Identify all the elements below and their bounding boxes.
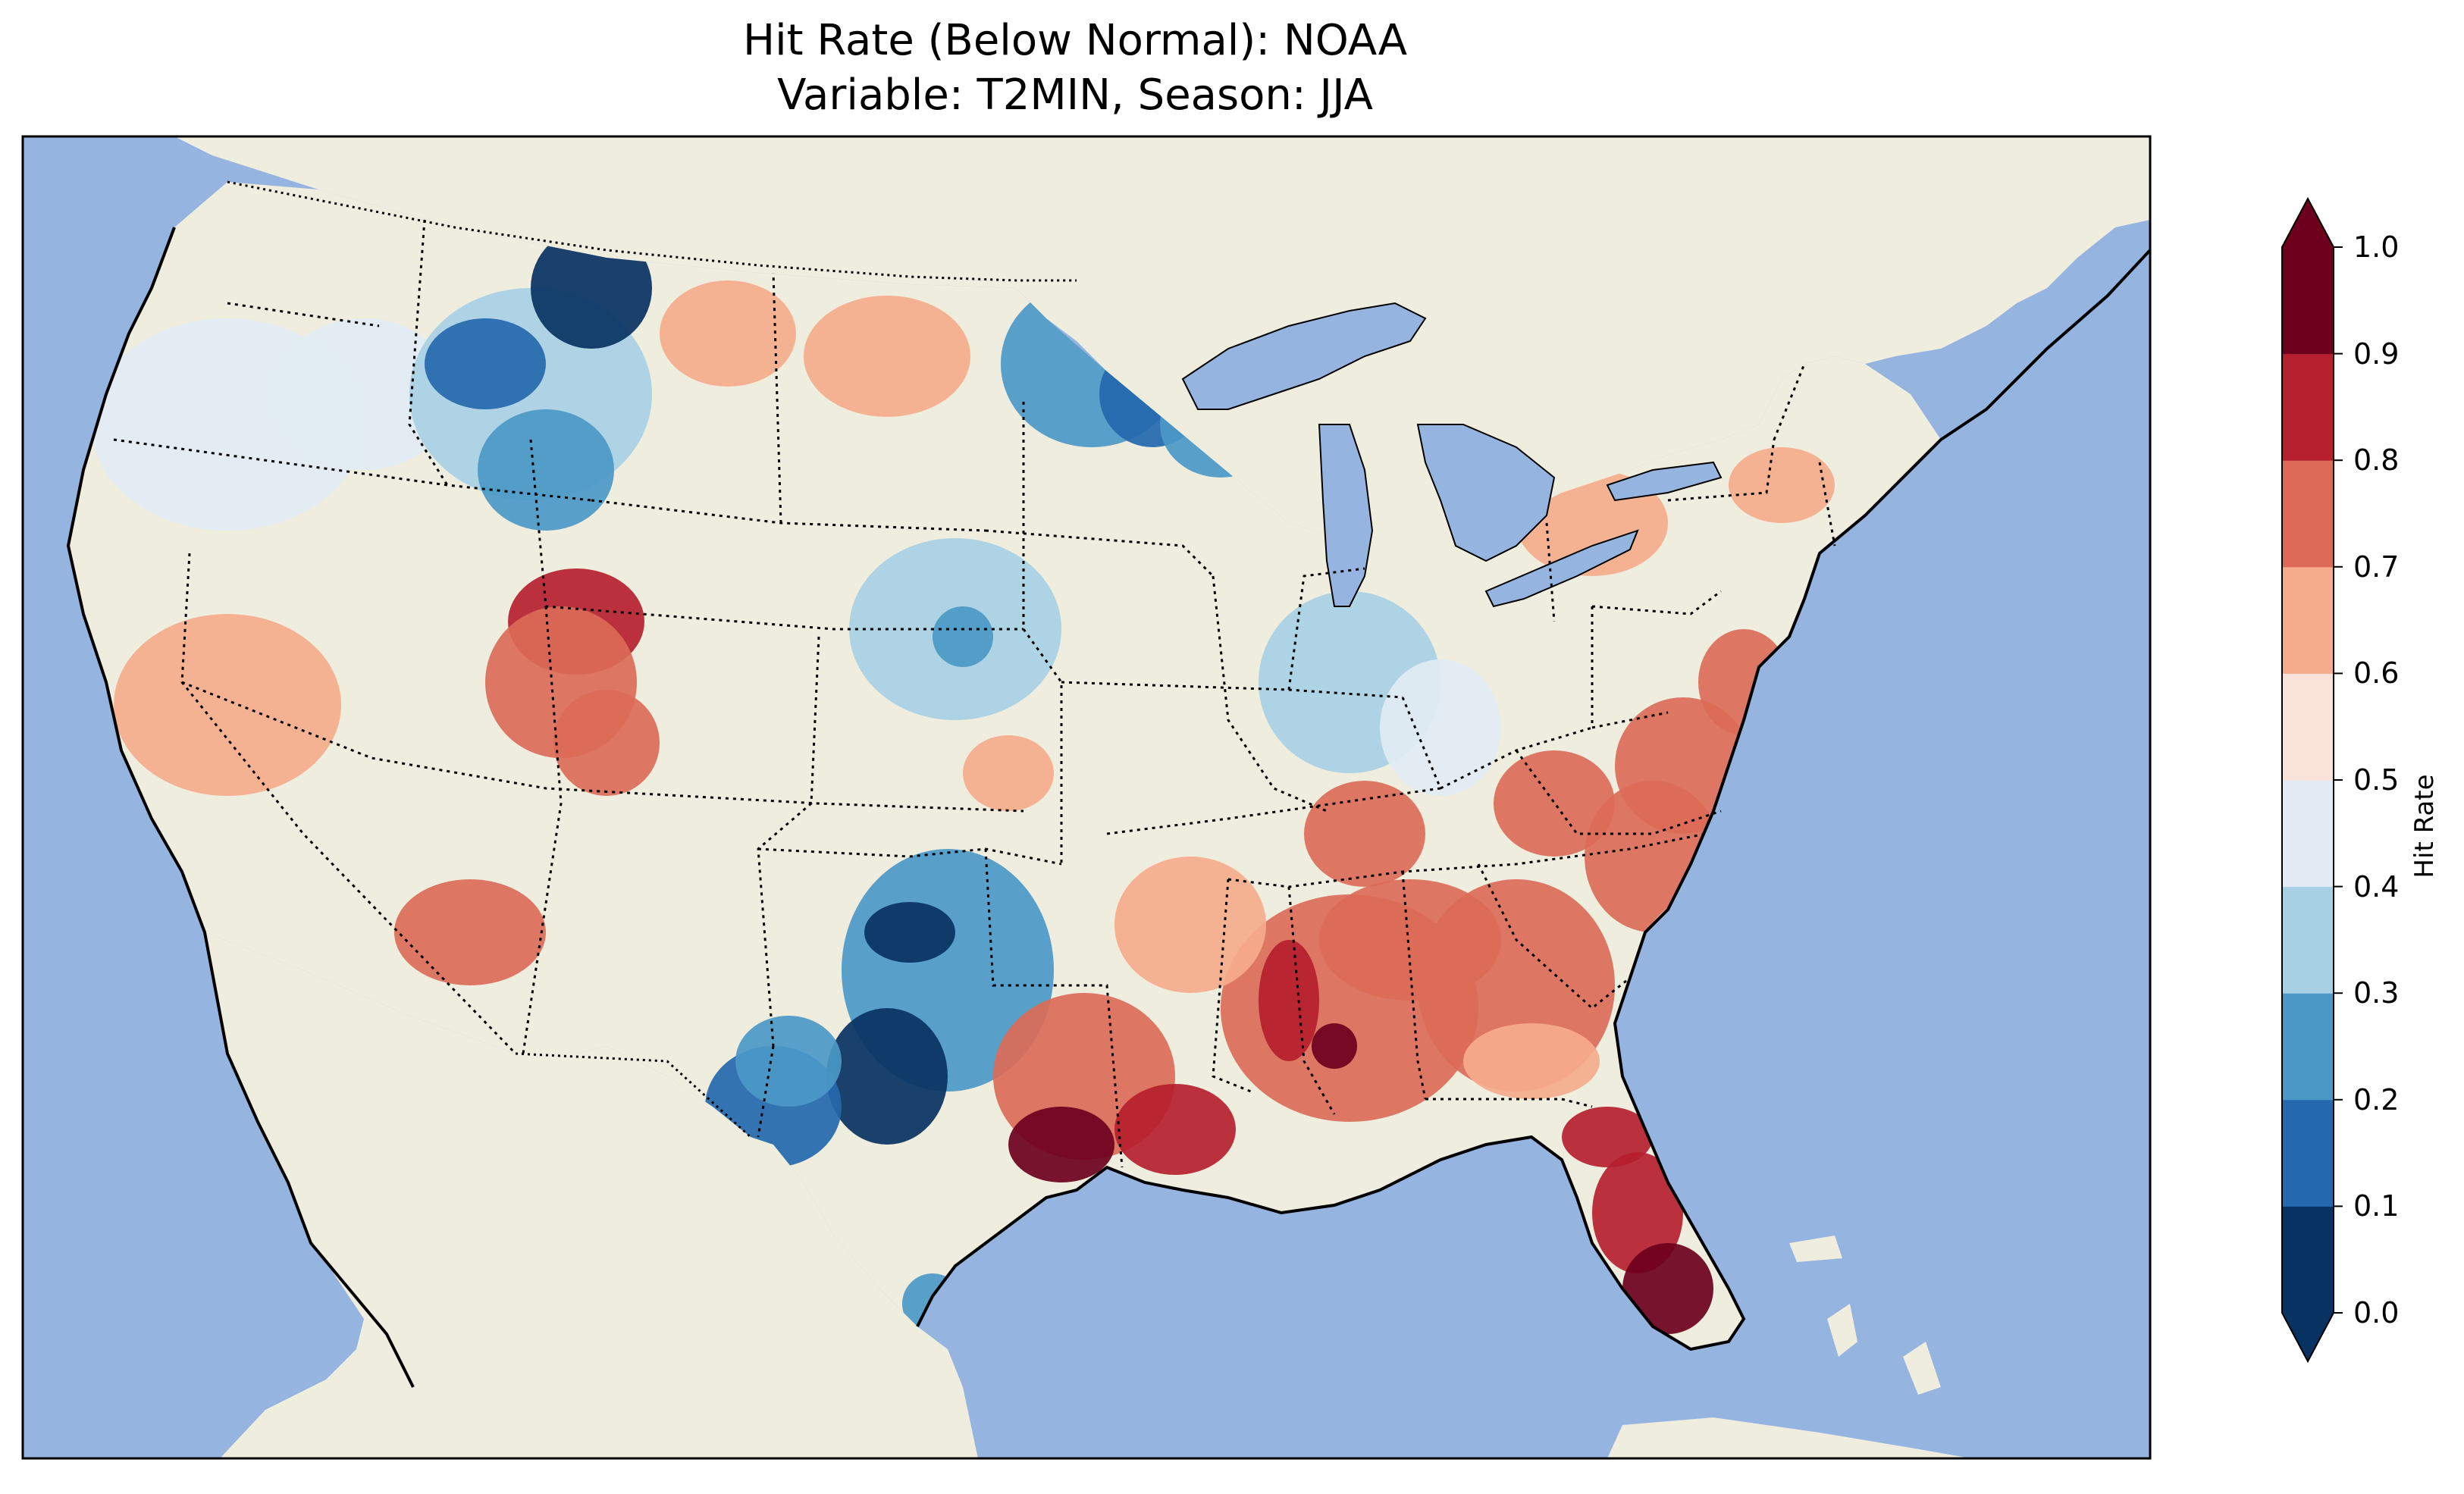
colorbar-tick-label: 0.8 [2353, 443, 2400, 478]
heatmap-region [1312, 1023, 1357, 1069]
heatmap-region [425, 318, 546, 409]
colorbar-bin [2282, 886, 2334, 994]
colorbar-tick-label: 0.6 [2353, 656, 2400, 691]
heatmap-region [394, 879, 546, 985]
colorbar-extend-min [2282, 1313, 2334, 1361]
heatmap-region [735, 1016, 842, 1107]
heatmap-region [933, 606, 993, 667]
map-panel [23, 136, 2150, 1458]
colorbar-tick-label: 0.0 [2353, 1296, 2400, 1330]
heatmap-region [1562, 1107, 1653, 1167]
heatmap-region [114, 614, 341, 796]
lake-michigan [1318, 424, 1374, 607]
colorbar-extend-max [2282, 199, 2334, 247]
colorbar-bin [2282, 1099, 2334, 1207]
bahamas-island [1903, 1342, 1941, 1395]
heatmap-region [1114, 857, 1266, 993]
coastline [66, 227, 2150, 1388]
colorbar-tick-label: 0.9 [2353, 337, 2400, 371]
heatmap-region [963, 735, 1054, 811]
colorbar-tick-label: 0.2 [2353, 1082, 2400, 1117]
colorbar-bin [2282, 993, 2334, 1101]
colorbar [2281, 196, 2343, 1364]
heatmap-region [1592, 1152, 1683, 1273]
heatmap-region [1622, 1243, 1713, 1334]
colorbar-bin [2282, 780, 2334, 888]
colorbar-bin [2282, 566, 2334, 674]
bahamas-island [1827, 1304, 1857, 1357]
heatmap-region [1494, 750, 1615, 857]
heatmap-region [826, 1008, 948, 1145]
heatmap-region [660, 280, 796, 387]
heatmap-region [864, 902, 955, 963]
colorbar-bin [2282, 460, 2334, 568]
colorbar-tick-label: 0.5 [2353, 763, 2400, 797]
lake-ontario [1606, 461, 1723, 502]
map-frame [21, 135, 2152, 1460]
heatmap-region [1304, 781, 1425, 887]
state-borders [113, 219, 1836, 1168]
heatmap-region [553, 690, 660, 796]
heatmap-region [273, 318, 455, 470]
heatmap-region [478, 409, 614, 531]
heatmap-region [1114, 1084, 1236, 1175]
chart-title-line-1: Hit Rate (Below Normal): NOAA [742, 16, 1408, 65]
heatmap-region [1319, 879, 1501, 1001]
heatmap-region [1463, 1023, 1600, 1099]
cuba-land [1607, 1417, 1971, 1458]
colorbar-bin [2282, 673, 2334, 781]
colorbar-tick-label: 0.1 [2353, 1189, 2400, 1223]
baja-california [205, 932, 425, 1387]
colorbar-bin [2282, 1206, 2334, 1314]
chart-title-line-2: Variable: T2MIN, Season: JJA [777, 70, 1373, 120]
lake-superior [1181, 302, 1427, 410]
colorbar-tick-label: 0.4 [2353, 869, 2400, 904]
lake-erie [1484, 529, 1639, 608]
colorbar-bin [2282, 247, 2334, 355]
heatmap-region [804, 296, 970, 417]
national-borders [227, 180, 1077, 1139]
heatmap-region [1380, 659, 1501, 796]
heatmap-region [1259, 940, 1319, 1061]
bahamas-island [1789, 1236, 1842, 1262]
canada-land [174, 136, 2150, 546]
lake-huron [1416, 424, 1556, 562]
colorbar-tick-label: 0.7 [2353, 550, 2400, 584]
colorbar-tick-label: 1.0 [2353, 230, 2400, 264]
colorbar-label: Hit Rate [2409, 774, 2440, 879]
colorbar-bin [2282, 353, 2334, 461]
colorbar-tick-label: 0.3 [2353, 976, 2400, 1010]
heatmap-region [1008, 1107, 1114, 1182]
heatmap-region [1729, 447, 1835, 523]
